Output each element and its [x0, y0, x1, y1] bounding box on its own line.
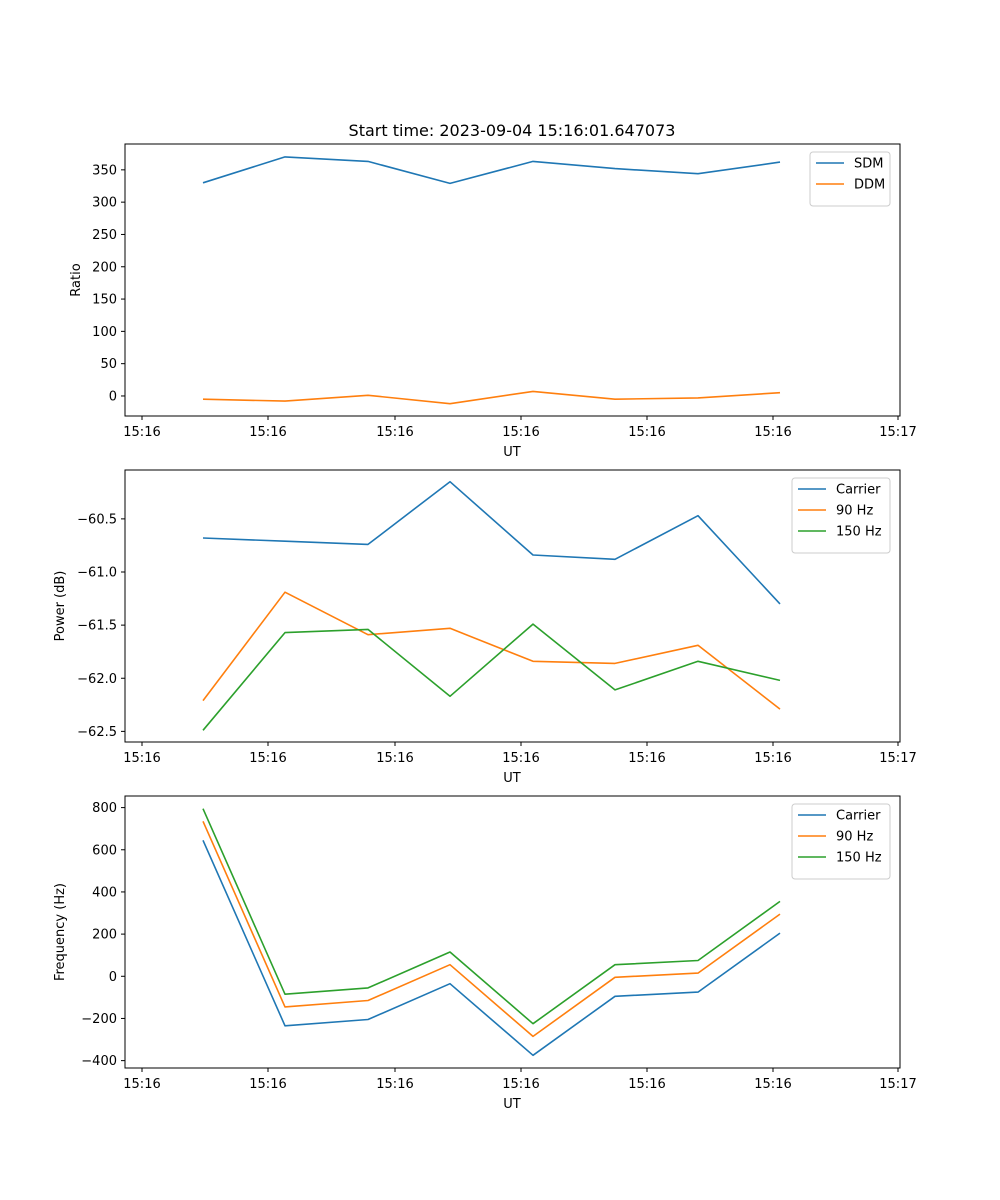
- x-tick-label: 15:16: [754, 425, 791, 440]
- y-tick-label: 100: [92, 325, 117, 340]
- legend-label: SDM: [854, 157, 883, 172]
- y-tick-label: −61.5: [77, 619, 117, 634]
- y-tick-label: 800: [92, 801, 117, 816]
- x-tick-label: 15:17: [879, 751, 916, 766]
- x-axis-label: UT: [503, 1097, 521, 1112]
- chart-panel-2: 15:16 15:16 15:16 15:16 15:16 15:16 15:17 UT −62…: [53, 469, 917, 786]
- series-line-ddm: [202, 390, 781, 405]
- legend-box: [791, 803, 891, 880]
- axes-frame: [124, 469, 901, 743]
- y-tick-label: −62.0: [77, 672, 117, 687]
- series-line-sdm: [202, 156, 781, 185]
- chart-panel-1: 15:16 15:16 15:16 15:16 15:16 15:16 15:17 UT 0 50…: [69, 143, 917, 460]
- y-tick-label: 50: [100, 357, 117, 372]
- legend-label: 150 Hz: [836, 851, 882, 866]
- legend-label: 90 Hz: [836, 830, 873, 845]
- y-tick-label: 250: [92, 228, 117, 243]
- x-tick-label: 15:16: [123, 751, 160, 766]
- y-tick-label: 0: [109, 389, 117, 404]
- x-tick-label: 15:16: [376, 751, 413, 766]
- series-line-150-hz: [202, 808, 781, 1025]
- x-tick-label: 15:16: [249, 751, 286, 766]
- legend-label: 90 Hz: [836, 504, 873, 519]
- figure-title: Start time: 2023-09-04 15:16:01.647073: [349, 121, 676, 140]
- x-tick-label: 15:16: [754, 751, 791, 766]
- x-tick-label: 15:16: [754, 1077, 791, 1092]
- legend-label: Carrier: [836, 809, 881, 824]
- legend-label: DDM: [854, 178, 885, 193]
- y-tick-label: 0: [109, 970, 117, 985]
- y-tick-label: 150: [92, 293, 117, 308]
- series-line-90-hz: [202, 820, 781, 1038]
- axes-frame: [124, 143, 901, 417]
- y-tick-label: 300: [92, 196, 117, 211]
- x-tick-label: 15:17: [879, 425, 916, 440]
- series-line-150-hz: [202, 623, 781, 731]
- y-axis-label: Power (dB): [53, 571, 68, 642]
- series-line-carrier: [202, 839, 781, 1057]
- x-tick-label: 15:16: [376, 1077, 413, 1092]
- x-tick-label: 15:16: [376, 425, 413, 440]
- series-line-carrier: [202, 480, 781, 605]
- x-tick-label: 15:17: [879, 1077, 916, 1092]
- x-tick-label: 15:16: [502, 425, 539, 440]
- legend-label: 150 Hz: [836, 525, 882, 540]
- y-tick-label: −61.0: [77, 566, 117, 581]
- y-axis-label: Frequency (Hz): [53, 883, 68, 981]
- x-tick-label: 15:16: [628, 425, 665, 440]
- axes-frame: [124, 795, 901, 1069]
- chart-panel-3: 15:16 15:16 15:16 15:16 15:16 15:16 15:17 UT −40…: [53, 795, 917, 1112]
- y-tick-label: −60.5: [77, 512, 117, 527]
- legend-box: [809, 151, 891, 207]
- y-tick-label: 350: [92, 163, 117, 178]
- y-tick-label: 200: [92, 260, 117, 275]
- x-tick-label: 15:16: [249, 425, 286, 440]
- x-tick-label: 15:16: [502, 751, 539, 766]
- x-tick-label: 15:16: [502, 1077, 539, 1092]
- x-tick-label: 15:16: [249, 1077, 286, 1092]
- y-tick-label: −62.5: [77, 725, 117, 740]
- x-tick-label: 15:16: [628, 751, 665, 766]
- x-axis-label: UT: [503, 445, 521, 460]
- panels-group: 15:16 15:16 15:16 15:16 15:16 15:16 15:17 UT 0 50…: [53, 143, 917, 1112]
- series-line-90-hz: [202, 591, 781, 710]
- x-axis-label: UT: [503, 771, 521, 786]
- x-tick-label: 15:16: [123, 1077, 160, 1092]
- y-tick-label: 400: [92, 885, 117, 900]
- y-tick-label: 200: [92, 928, 117, 943]
- y-tick-label: 600: [92, 843, 117, 858]
- y-tick-label: −200: [81, 1012, 117, 1027]
- legend-label: Carrier: [836, 483, 881, 498]
- x-tick-label: 15:16: [628, 1077, 665, 1092]
- y-axis-label: Ratio: [69, 263, 84, 296]
- x-tick-label: 15:16: [123, 425, 160, 440]
- legend-box: [791, 477, 891, 554]
- y-tick-label: −400: [81, 1054, 117, 1069]
